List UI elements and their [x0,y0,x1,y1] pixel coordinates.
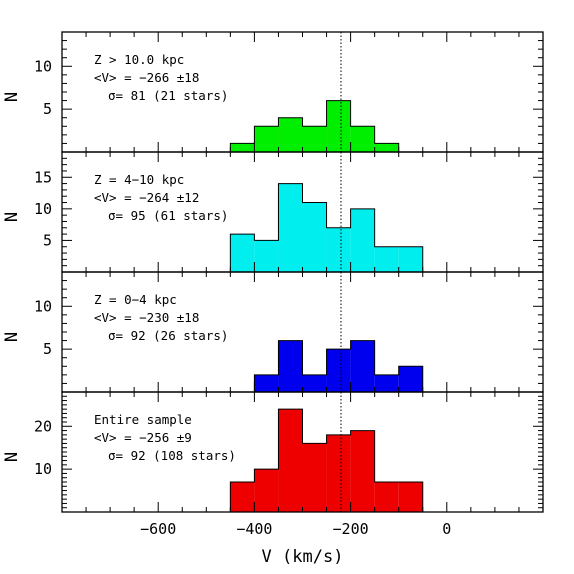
histogram-bar [254,126,279,152]
histogram-outline [229,408,424,512]
histogram-bar [230,482,255,512]
histogram-bar [350,126,375,152]
histogram-bar [398,366,423,392]
x-tick-label: −600 [140,520,176,538]
histogram-panel: 5 10 15 N Z = 4−10 kpc <V> = −264 ±12 σ= 95 (6… [2,151,544,273]
histogram-bar [254,240,279,272]
histogram-bar [374,482,399,512]
histogram-bar [254,469,279,512]
histogram-bar [302,202,327,272]
panel-annotation-line: <V> = −256 ±9 [94,430,192,445]
panel-annotation-line: Z = 0−4 kpc [94,292,177,307]
histogram-bar [326,349,351,392]
x-axis-label: V (km/s) [262,547,344,567]
y-tick-label: 5 [43,100,52,118]
histogram-bar [326,434,351,512]
x-tick-label: −400 [236,520,272,538]
y-tick-label: 10 [34,460,52,478]
panel-annotation-line: <V> = −264 ±12 [94,190,199,205]
y-tick-label: 5 [43,340,52,358]
histogram-bar [230,234,255,272]
histogram-outline [229,100,400,152]
histogram-bars [230,409,423,512]
histogram-bar [278,409,303,512]
panel-annotation-line: <V> = −230 ±18 [94,310,199,325]
histogram-panel: 10 20 N Entire sample <V> = −256 ±9 σ= 92 (10… [2,391,544,513]
panel-annotation-line: σ= 92 (26 stars) [108,328,228,343]
histogram-bar [254,374,279,392]
histogram-bar [398,482,423,512]
histogram-bar [398,246,423,272]
histogram-bar [302,374,327,392]
histogram-bars [254,340,423,392]
y-axis-label: N [2,212,22,222]
y-tick-label: 5 [43,231,52,249]
x-tick-label: 0 [442,520,451,538]
histogram-panel: 5 10 N Z = 0−4 kpc <V> = −230 ±18 σ= 92 (26 s… [2,271,544,393]
histogram-bar [278,340,303,392]
histogram-bar [278,117,303,152]
x-tick-label: −200 [333,520,369,538]
histogram-bars [230,183,423,272]
histogram-bar [326,100,351,152]
panel-annotation-line: <V> = −266 ±18 [94,70,199,85]
y-axis-label: N [2,332,22,342]
panel-annotation-line: σ= 95 (61 stars) [108,208,228,223]
histogram-bar [302,443,327,512]
histogram-bar [374,374,399,392]
histogram-outline [253,340,424,392]
panel-annotation-line: Entire sample [94,412,192,427]
histogram-bar [350,430,375,512]
histogram-bar [326,227,351,272]
histogram-bar [374,246,399,272]
y-tick-label: 10 [34,57,52,75]
y-axis-label: N [2,452,22,462]
histogram-bar [350,340,375,392]
y-tick-label: 20 [34,417,52,435]
y-axis-label: N [2,92,22,102]
histogram-bar [374,143,399,152]
histogram-bar [350,208,375,272]
histogram-panels: 5 10 N Z > 10.0 kpc <V> = −266 ±18 σ= 81 (21 … [2,31,544,513]
y-tick-label: 10 [34,200,52,218]
y-tick-label: 10 [34,297,52,315]
panel-annotation-line: σ= 81 (21 stars) [108,88,228,103]
histogram-outline [229,183,424,272]
panel-annotation-line: Z > 10.0 kpc [94,52,184,67]
panel-annotation-line: Z = 4−10 kpc [94,172,184,187]
histogram-bar [230,143,255,152]
histogram-bar [302,126,327,152]
x-tick-labels: −600 −400 −200 0 [140,520,451,538]
histogram-bar [278,183,303,272]
histogram-bars [230,100,399,152]
histogram-panel: 5 10 N Z > 10.0 kpc <V> = −266 ±18 σ= 81 (21 … [2,31,544,153]
panel-annotation-line: σ= 92 (108 stars) [108,448,236,463]
y-tick-label: 15 [34,168,52,186]
